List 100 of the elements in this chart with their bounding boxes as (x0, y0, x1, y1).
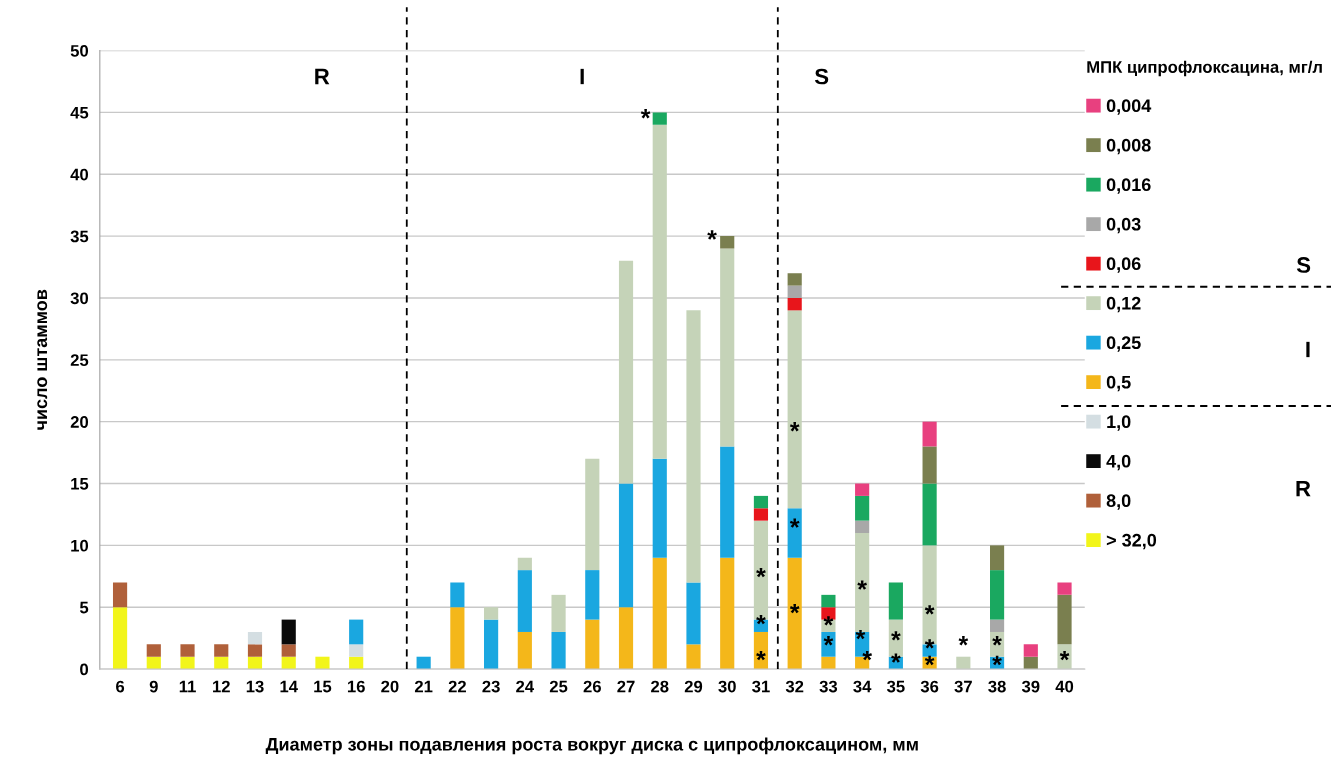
annotation: * (756, 650, 766, 661)
x-tick-label: 16 (347, 680, 365, 693)
annotation: * (789, 518, 800, 528)
legend-label: 0,5 (1106, 375, 1131, 392)
bar (686, 582, 701, 645)
annotation: * (1059, 650, 1070, 661)
annotation: * (891, 631, 901, 641)
x-tick-label: 26 (583, 680, 601, 693)
x-tick-label: 20 (381, 680, 399, 693)
annotation: * (992, 636, 1002, 646)
annotation: * (862, 650, 873, 661)
legend-label: 0,06 (1106, 257, 1141, 273)
annotation: * (924, 655, 935, 666)
y-tick-label: 5 (79, 601, 89, 614)
annotation: R (315, 68, 330, 85)
bar (618, 260, 634, 484)
bar (315, 656, 330, 670)
annotation: * (992, 655, 1002, 666)
bar (281, 619, 296, 645)
bar (484, 607, 499, 620)
annotation: * (789, 603, 800, 614)
bar (585, 458, 600, 571)
bar (517, 557, 532, 571)
bar (922, 446, 937, 484)
y-tick-label: 15 (71, 478, 89, 490)
bar (855, 533, 870, 632)
annotation: S (814, 68, 829, 85)
bar (989, 570, 1005, 620)
bar (247, 631, 263, 645)
x-tick-label: 15 (314, 680, 332, 693)
annotation: I (580, 68, 584, 85)
bar (1023, 644, 1038, 657)
bar (787, 310, 802, 509)
bar (652, 124, 667, 459)
bar (855, 495, 870, 521)
annotation: * (707, 230, 717, 240)
annotation: * (756, 568, 766, 578)
bar (585, 619, 600, 670)
bar (180, 656, 195, 670)
bar (112, 582, 128, 608)
bar (855, 483, 870, 496)
y-tick-label: 45 (70, 106, 89, 119)
bar (787, 557, 802, 670)
x-tick-label: 6 (116, 680, 125, 693)
y-tick-label: 30 (70, 292, 89, 305)
x-axis-title: Диаметр зоны подавления роста вокруг диска с ципрофлоксацином, мм (265, 737, 918, 755)
annotation: * (789, 422, 800, 432)
legend-label: 0,008 (1106, 138, 1151, 155)
bar (787, 273, 802, 286)
x-tick-label: 36 (920, 680, 939, 693)
x-tick-label: 24 (516, 680, 535, 693)
legend-label: 0,03 (1106, 217, 1141, 234)
y-tick-label: 0 (80, 663, 89, 676)
bar (484, 619, 499, 670)
y-tick-label: 50 (70, 44, 89, 57)
bar (551, 594, 566, 632)
x-tick-label: 39 (1021, 680, 1040, 693)
bar (1057, 582, 1072, 595)
y-tick-label: 35 (70, 230, 89, 243)
annotation: * (958, 636, 969, 646)
x-tick-label: 32 (785, 680, 804, 693)
bar (753, 508, 769, 521)
annotation: * (924, 605, 935, 615)
x-tick-label: 13 (246, 680, 264, 693)
legend-title: МПК ципрофлоксацина, мг/л (1087, 60, 1322, 77)
bar (652, 458, 667, 558)
bar (787, 297, 802, 311)
bar (450, 582, 465, 608)
text: S (1296, 257, 1311, 273)
legend-label: > 32,0 (1106, 533, 1157, 550)
bar (686, 310, 701, 583)
bar (821, 594, 836, 608)
bar (281, 644, 296, 657)
x-tick-label: 27 (617, 680, 635, 693)
annotation: * (855, 629, 866, 640)
bar (652, 557, 667, 670)
x-tick-label: 29 (684, 680, 703, 693)
annotation: * (823, 616, 834, 626)
bar (922, 421, 937, 447)
annotation: * (823, 636, 834, 646)
bar (214, 644, 229, 657)
x-tick-label: 12 (213, 680, 230, 693)
bar (720, 248, 735, 447)
bar (888, 582, 903, 620)
legend-label: 0,016 (1106, 178, 1151, 194)
x-tick-label: 37 (954, 680, 972, 693)
x-tick-label: 34 (853, 680, 872, 693)
bar (922, 483, 937, 546)
bar (180, 644, 195, 657)
bar (618, 607, 634, 670)
bar (720, 446, 735, 558)
x-tick-label: 11 (179, 680, 196, 693)
bar (787, 285, 802, 298)
x-tick-label: 21 (414, 680, 433, 693)
y-tick-label: 25 (70, 354, 89, 367)
bar (855, 520, 870, 534)
bar (787, 508, 802, 558)
legend-label: 8,0 (1106, 494, 1131, 510)
bar (720, 557, 735, 670)
bar (450, 607, 465, 670)
